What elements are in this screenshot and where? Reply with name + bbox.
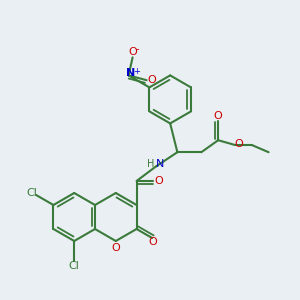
Text: O: O [154, 176, 163, 186]
Text: Cl: Cl [69, 261, 80, 271]
Text: N: N [156, 159, 164, 169]
Text: O: O [147, 75, 156, 85]
Text: O: O [149, 237, 158, 247]
Text: Cl: Cl [26, 188, 37, 197]
Text: O: O [214, 111, 223, 121]
Text: O: O [235, 139, 243, 149]
Text: H: H [147, 159, 154, 169]
Text: -: - [136, 44, 139, 54]
Text: O: O [111, 243, 120, 253]
Text: +: + [133, 67, 140, 76]
Text: N: N [126, 68, 135, 78]
Text: O: O [128, 47, 137, 57]
